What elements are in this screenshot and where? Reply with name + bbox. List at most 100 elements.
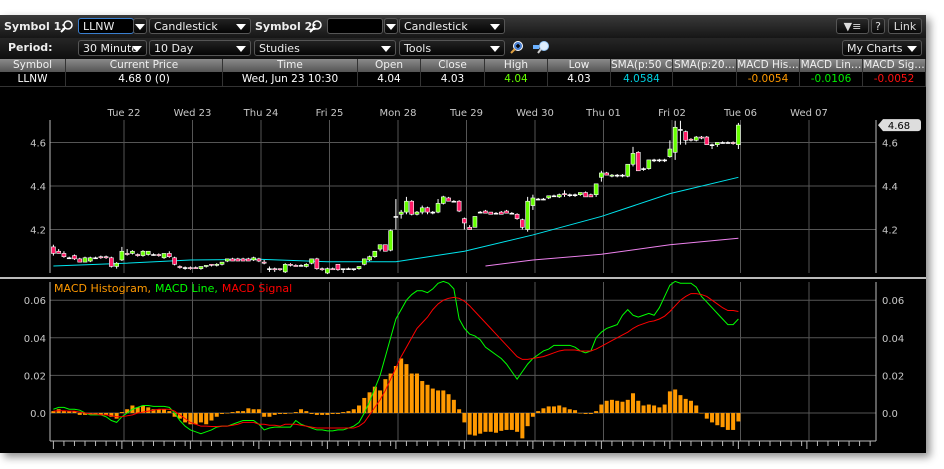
interval-value: 30 Minute <box>83 42 139 55</box>
histogram-bar <box>404 364 409 413</box>
histogram-bar <box>551 406 556 413</box>
candle <box>520 218 525 230</box>
candle <box>488 211 494 215</box>
candle-body <box>98 256 104 259</box>
candle-body <box>678 129 683 131</box>
candle <box>688 138 694 142</box>
candle-body <box>367 256 372 261</box>
candle <box>709 143 715 150</box>
zoom-out-icon[interactable] <box>532 40 550 54</box>
candle-body <box>551 195 557 198</box>
candle <box>156 253 162 257</box>
candle <box>609 174 615 178</box>
candle-body <box>82 257 88 263</box>
candle <box>219 261 225 266</box>
histogram-bar <box>409 373 414 413</box>
symbol-toolbar: Symbol 1: LLNW Candlestick Symbol 2: Can… <box>0 15 926 49</box>
chart-area[interactable]: 4.2 4.2 4.4 4.4 4.6 4.6 Tue 22 Wed 23 Thu 24 Fri … <box>0 86 926 453</box>
candle-body <box>614 174 620 177</box>
column-header[interactable]: Close <box>421 59 485 72</box>
column-header[interactable]: SMA(p:50 C) <box>611 59 673 72</box>
candle-body <box>356 266 362 269</box>
macd-signal-line <box>53 293 739 429</box>
candle <box>625 163 631 178</box>
candle <box>530 194 536 210</box>
legend-entry: MACD Line, <box>155 282 218 295</box>
candle-body <box>683 131 689 141</box>
chart-type1-select[interactable]: Candlestick <box>149 18 251 34</box>
candle-body <box>235 258 241 262</box>
symbol2-dropdown-button[interactable] <box>384 18 398 34</box>
histogram-bar <box>483 413 488 432</box>
candle <box>119 246 125 262</box>
column-header[interactable]: Open <box>358 59 421 72</box>
column-header[interactable]: MACD His… <box>737 59 800 72</box>
column-header[interactable]: Symbol <box>0 59 66 72</box>
tools-value: Tools <box>404 42 432 55</box>
candle <box>567 193 573 197</box>
column-header[interactable]: Current Price <box>66 59 223 72</box>
histogram-bar <box>715 413 720 426</box>
quote-table-row[interactable]: LLNW 4.68 0 (0) Wed, Jun 23 10:30 4.04 4.03 4… <box>0 72 926 87</box>
candle-body <box>493 212 499 215</box>
candle-body <box>240 258 246 262</box>
candle-body <box>114 262 119 267</box>
candle-body <box>630 153 636 165</box>
candle-body <box>87 257 93 262</box>
interval-select[interactable]: 30 Minute <box>78 40 147 56</box>
candle <box>209 264 214 267</box>
column-header[interactable]: SMA(p:20… <box>673 59 737 72</box>
symbol1-dropdown-button[interactable] <box>133 18 147 34</box>
candle <box>340 268 346 273</box>
help-button[interactable]: ? <box>871 18 885 34</box>
link-button[interactable]: Link 1 <box>888 18 922 49</box>
histogram-bar <box>251 409 256 413</box>
studies-select[interactable]: Studies <box>254 40 396 56</box>
column-header[interactable]: MACD Sig… <box>863 59 926 72</box>
histogram-bar <box>83 413 88 415</box>
my-charts-select[interactable]: My Charts <box>842 40 922 56</box>
histogram-bar <box>293 412 298 413</box>
candle-body <box>203 265 209 267</box>
candle-body <box>693 136 699 141</box>
date-label: Thu 01 <box>585 108 621 119</box>
candle-body <box>414 211 420 215</box>
search-icon[interactable] <box>60 19 74 33</box>
column-header[interactable]: High <box>485 59 548 72</box>
histogram-bar <box>346 411 351 413</box>
histogram-bar <box>625 399 630 413</box>
zoom-in-icon[interactable] <box>510 40 524 54</box>
candle <box>583 191 588 198</box>
chevron-down-icon <box>135 24 145 30</box>
column-header[interactable]: MACD Lin… <box>800 59 863 72</box>
histogram-bar <box>536 411 541 413</box>
histogram-bar <box>383 379 388 413</box>
candle <box>203 265 209 268</box>
macd-histogram <box>51 358 741 439</box>
menu-button[interactable]: ▼≡ <box>836 18 869 34</box>
histogram-bar <box>183 413 188 423</box>
histogram-bar <box>146 407 151 413</box>
tools-select[interactable]: Tools <box>399 40 505 56</box>
column-header[interactable]: Time <box>223 59 358 72</box>
column-header[interactable]: Low <box>548 59 611 72</box>
candle-body <box>198 266 204 269</box>
histogram-bar <box>588 413 593 414</box>
histogram-bar <box>710 413 715 423</box>
symbol2-input[interactable] <box>327 18 383 34</box>
symbol1-input[interactable]: LLNW <box>78 18 134 34</box>
candle <box>261 259 267 265</box>
histogram-bar <box>667 391 672 413</box>
candle <box>462 217 467 230</box>
range-select[interactable]: 10 Day <box>149 40 251 56</box>
histogram-bar <box>299 409 304 413</box>
histogram-bar <box>736 413 741 422</box>
histogram-bar <box>573 410 578 413</box>
candle-body <box>230 258 235 262</box>
candle <box>351 268 357 271</box>
histogram-bar <box>241 411 246 413</box>
candle-body <box>504 210 509 214</box>
search-icon[interactable] <box>309 19 323 33</box>
chart-type2-select[interactable]: Candlestick <box>399 18 505 34</box>
histogram-bar <box>225 413 230 414</box>
